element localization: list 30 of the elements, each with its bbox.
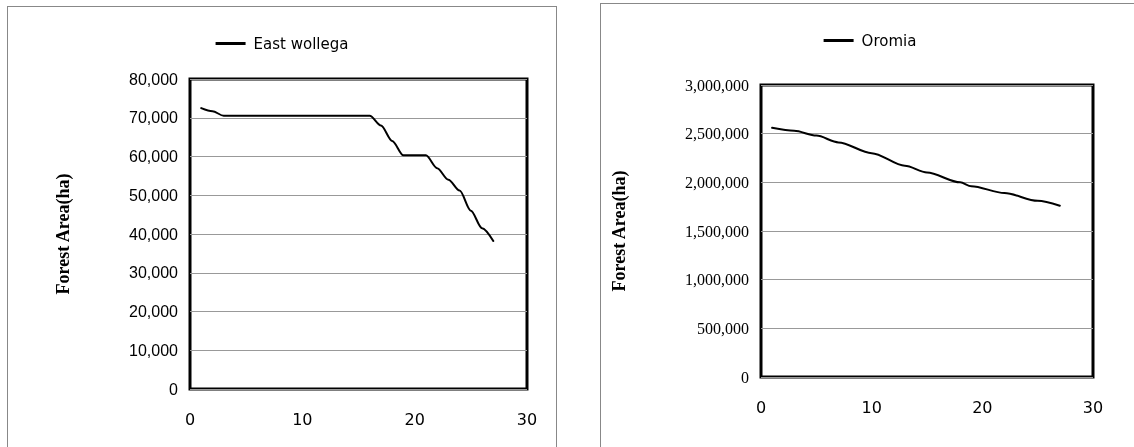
x-tick-label: 0: [184, 409, 196, 429]
y-tick-label: 2,500,000: [685, 125, 749, 143]
y-axis-title: Forest Area(ha): [609, 170, 630, 292]
legend-label: Oromia: [861, 31, 917, 50]
y-tick-label: 60,000: [129, 148, 179, 165]
x-tick-label: 20: [404, 409, 425, 429]
y-tick-label: 1,000,000: [685, 271, 749, 289]
y-tick-label: 500,000: [697, 319, 749, 337]
x-tick-label: 30: [1082, 397, 1104, 417]
y-tick-label: 30,000: [129, 264, 179, 282]
y-tick-label: 20,000: [129, 303, 179, 320]
x-tick-label: 0: [755, 397, 767, 417]
y-tick-label: 50,000: [129, 186, 179, 204]
x-tick-label: 10: [861, 397, 882, 417]
line-series: [771, 126, 1061, 207]
y-tick-label: 40,000: [129, 225, 179, 243]
x-tick-label: 20: [972, 397, 993, 417]
y-tick-label: 70,000: [129, 109, 179, 127]
y-tick-label: 10,000: [129, 341, 179, 359]
y-tick-label: 3,000,000: [685, 76, 749, 94]
legend-label: East wollega: [253, 34, 349, 53]
line-series: [200, 107, 495, 242]
x-tick-label: 30: [516, 409, 538, 429]
x-tick-label: 10: [292, 409, 313, 429]
y-tick-label: 0: [169, 380, 179, 398]
y-tick-label: 1,500,000: [685, 222, 749, 240]
y-tick-label: 0: [741, 368, 749, 386]
y-tick-label: 2,000,000: [685, 173, 749, 191]
y-axis-title: Forest Area(ha): [53, 173, 74, 295]
y-tick-label: 80,000: [129, 70, 179, 88]
